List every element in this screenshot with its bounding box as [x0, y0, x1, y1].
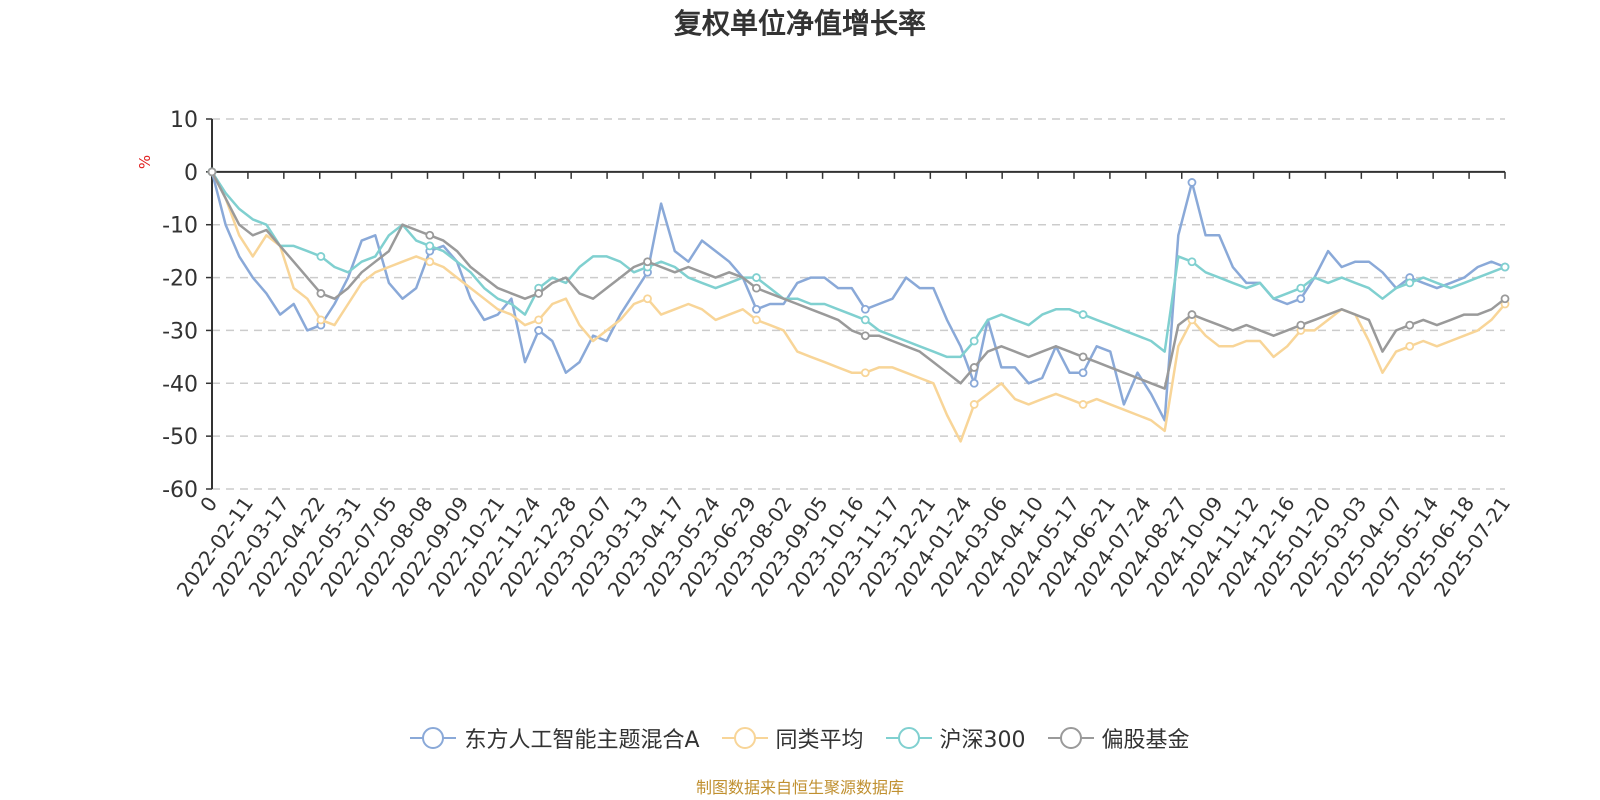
series-point	[207, 167, 217, 177]
series-point	[534, 315, 544, 325]
series-line-1	[210, 171, 1506, 443]
y-tick-label: -60	[162, 478, 198, 503]
series-line-0	[210, 171, 1506, 422]
series-point	[969, 400, 979, 409]
series-point	[425, 230, 435, 240]
series-point	[1405, 320, 1415, 330]
series-point	[643, 257, 652, 267]
legend-label: 东方人工智能主题混合A	[464, 728, 700, 753]
series-point	[1078, 310, 1088, 319]
series-lines	[207, 167, 1510, 443]
series-point	[1296, 294, 1306, 304]
series-point	[752, 273, 761, 282]
legend-label: 同类平均	[775, 728, 864, 753]
series-point	[316, 315, 326, 325]
y-tick-label: 10	[170, 108, 198, 133]
series-point	[860, 331, 870, 341]
series-point	[1187, 257, 1197, 267]
series-point	[1500, 294, 1510, 304]
legend-item-1[interactable]: 同类平均	[721, 722, 864, 754]
y-tick-label: -40	[162, 372, 198, 397]
legend-item-0[interactable]: 东方人工智能主题混合A	[410, 722, 700, 754]
series-point	[1296, 283, 1306, 293]
legend-label: 偏股基金	[1101, 728, 1190, 753]
legend-swatch-icon	[410, 726, 457, 750]
series-point	[752, 304, 761, 314]
series-point	[1078, 368, 1088, 378]
series-point	[969, 336, 979, 346]
legend: 东方人工智能主题混合A 同类平均 沪深300 偏股基金	[0, 722, 1600, 754]
series-point	[860, 315, 870, 325]
legend-swatch-icon	[721, 726, 768, 750]
series-point	[969, 378, 979, 388]
series-point	[316, 252, 326, 261]
series-point	[860, 368, 870, 378]
series-point	[534, 326, 544, 335]
source-note: 制图数据来自恒生聚源数据库	[695, 778, 904, 797]
y-tick-label: -50	[162, 425, 198, 450]
y-tick-label: -20	[162, 267, 198, 292]
series-point	[1296, 320, 1306, 330]
series-point	[1500, 262, 1510, 272]
series-point	[425, 241, 435, 251]
y-tick-label: 0	[184, 161, 198, 186]
legend-swatch-icon	[885, 726, 932, 750]
legend-label: 沪深300	[939, 728, 1026, 753]
chart-title: 复权单位净值增长率	[673, 7, 926, 40]
series-point	[969, 363, 979, 372]
series-point	[1078, 400, 1088, 409]
series-point	[1187, 178, 1197, 187]
series-point	[534, 289, 544, 298]
series-point	[860, 304, 870, 314]
legend-item-2[interactable]: 沪深300	[885, 722, 1026, 754]
series-point	[1405, 278, 1415, 288]
axes: 100-10-20-30-40-50-6002022-02-112022-03-…	[162, 108, 1515, 601]
series-point	[752, 283, 761, 293]
y-tick-label: -10	[162, 214, 198, 239]
y-tick-label: -30	[162, 319, 198, 344]
series-point	[425, 257, 435, 267]
legend-item-3[interactable]: 偏股基金	[1047, 722, 1190, 754]
series-point	[1187, 310, 1197, 319]
x-tick-label: 0	[195, 492, 222, 516]
y-axis-label: %	[136, 155, 154, 169]
series-point	[643, 294, 652, 304]
legend-swatch-icon	[1047, 726, 1094, 750]
series-point	[316, 289, 326, 298]
series-point	[1405, 341, 1415, 351]
series-point	[752, 315, 761, 325]
series-point	[1078, 352, 1088, 362]
grid-lines	[212, 118, 1505, 490]
